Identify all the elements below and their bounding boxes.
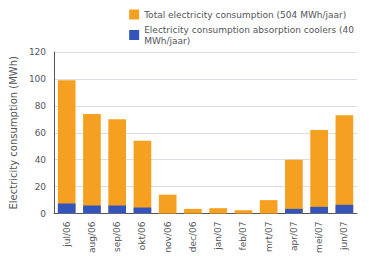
svg-text:aug/06: aug/06 [87,221,97,253]
svg-text:20: 20 [35,182,47,192]
svg-text:jul/06: jul/06 [62,221,72,247]
svg-text:mrt/07: mrt/07 [264,222,274,252]
svg-text:Electricity consumption (MWh): Electricity consumption (MWh) [8,56,19,210]
svg-text:okt/06: okt/06 [137,221,147,250]
svg-text:Electricity consumption absorp: Electricity consumption absorption coole… [144,25,354,35]
svg-text:80: 80 [35,101,47,111]
svg-text:jan/07: jan/07 [213,222,223,251]
svg-text:mei/07: mei/07 [314,222,324,253]
svg-text:sep/06: sep/06 [112,221,122,252]
svg-text:60: 60 [35,128,47,138]
svg-text:dec/06: dec/06 [188,221,198,252]
svg-text:40: 40 [35,155,47,165]
svg-text:apr/07: apr/07 [289,222,299,251]
svg-text:feb/07: feb/07 [238,222,248,251]
svg-text:100: 100 [29,74,46,84]
svg-text:120: 120 [29,47,46,57]
svg-text:Total electricity consumption: Total electricity consumption (504 MWh/j… [143,10,346,20]
svg-text:0: 0 [40,209,46,219]
svg-text:MWh/jaar): MWh/jaar) [144,36,190,46]
svg-text:jun/07: jun/07 [339,222,349,251]
svg-text:nov/06: nov/06 [163,221,173,252]
